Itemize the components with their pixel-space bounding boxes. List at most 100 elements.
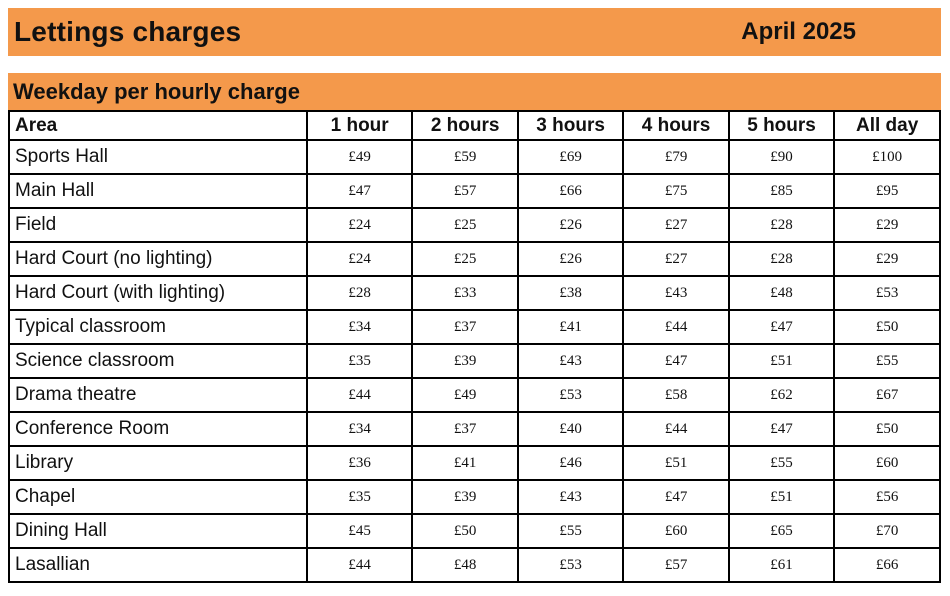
price-cell: £41 — [516, 309, 625, 345]
table-row: Main Hall £47 £57 £66 £75 £85 £95 — [8, 173, 941, 209]
table-row: Conference Room £34 £37 £40 £44 £47 £50 — [8, 411, 941, 447]
price-cell: £49 — [305, 139, 414, 175]
price-cell: £56 — [833, 479, 941, 515]
area-cell: Dining Hall — [8, 513, 308, 549]
price-cell: £95 — [833, 173, 941, 209]
price-cell: £40 — [516, 411, 625, 447]
price-cell: £47 — [622, 343, 730, 379]
table-row: Sports Hall £49 £59 £69 £79 £90 £100 — [8, 139, 941, 175]
price-cell: £51 — [727, 479, 836, 515]
price-cell: £44 — [305, 547, 414, 583]
price-cell: £33 — [411, 275, 519, 311]
price-cell: £85 — [727, 173, 836, 209]
price-cell: £55 — [833, 343, 941, 379]
area-cell: Main Hall — [8, 173, 308, 209]
price-cell: £53 — [516, 547, 625, 583]
price-cell: £48 — [411, 547, 519, 583]
price-cell: £90 — [727, 139, 836, 175]
price-cell: £53 — [516, 377, 625, 413]
table-row: Drama theatre £44 £49 £53 £58 £62 £67 — [8, 377, 941, 413]
price-cell: £66 — [516, 173, 625, 209]
price-cell: £55 — [727, 445, 836, 481]
section-bar: Weekday per hourly charge — [8, 73, 941, 110]
price-cell: £57 — [622, 547, 730, 583]
table-row: Science classroom £35 £39 £43 £47 £51 £55 — [8, 343, 941, 379]
price-cell: £75 — [622, 173, 730, 209]
price-cell: £47 — [727, 411, 836, 447]
price-cell: £27 — [622, 241, 730, 277]
column-header: 5 hours — [727, 110, 836, 141]
price-cell: £24 — [305, 207, 414, 243]
price-cell: £35 — [305, 479, 414, 515]
charges-table: Area 1 hour 2 hours 3 hours 4 hours 5 hours Al… — [8, 110, 941, 583]
price-cell: £50 — [833, 309, 941, 345]
page-title: Lettings charges — [14, 16, 242, 47]
price-cell: £28 — [305, 275, 414, 311]
charges-table-body: Sports Hall £49 £59 £69 £79 £90 £100 Main Hall £… — [8, 139, 941, 583]
lettings-charges-page: Lettings charges April 2025 Weekday per … — [8, 8, 941, 583]
table-row: Hard Court (no lighting) £24 £25 £26 £27 £28 £… — [8, 241, 941, 277]
price-cell: £29 — [833, 241, 941, 277]
price-cell: £39 — [411, 479, 519, 515]
price-cell: £44 — [305, 377, 414, 413]
table-row: Hard Court (with lighting) £28 £33 £38 £43 £4… — [8, 275, 941, 311]
area-cell: Drama theatre — [8, 377, 308, 413]
price-cell: £79 — [622, 139, 730, 175]
price-cell: £47 — [305, 173, 414, 209]
price-cell: £67 — [833, 377, 941, 413]
price-cell: £46 — [516, 445, 625, 481]
price-cell: £61 — [727, 547, 836, 583]
table-row: Lasallian £44 £48 £53 £57 £61 £66 — [8, 547, 941, 583]
table-row: Chapel £35 £39 £43 £47 £51 £56 — [8, 479, 941, 515]
price-cell: £45 — [305, 513, 414, 549]
price-cell: £29 — [833, 207, 941, 243]
price-cell: £43 — [622, 275, 730, 311]
price-cell: £44 — [622, 309, 730, 345]
price-cell: £47 — [622, 479, 730, 515]
table-row: Typical classroom £34 £37 £41 £44 £47 £50 — [8, 309, 941, 345]
price-cell: £43 — [516, 343, 625, 379]
price-cell: £59 — [411, 139, 519, 175]
column-header: 4 hours — [622, 110, 730, 141]
price-cell: £35 — [305, 343, 414, 379]
title-bar: Lettings charges April 2025 — [8, 8, 941, 56]
price-cell: £50 — [833, 411, 941, 447]
column-header: 1 hour — [305, 110, 414, 141]
price-cell: £34 — [305, 411, 414, 447]
price-cell: £28 — [727, 207, 836, 243]
price-cell: £39 — [411, 343, 519, 379]
column-header: All day — [833, 110, 941, 141]
price-cell: £58 — [622, 377, 730, 413]
price-cell: £57 — [411, 173, 519, 209]
price-cell: £27 — [622, 207, 730, 243]
section-title: Weekday per hourly charge — [13, 78, 300, 104]
price-cell: £49 — [411, 377, 519, 413]
area-cell: Science classroom — [8, 343, 308, 379]
price-cell: £26 — [516, 241, 625, 277]
column-header: 2 hours — [411, 110, 519, 141]
column-header-area: Area — [8, 110, 308, 141]
area-cell: Lasallian — [8, 547, 308, 583]
price-cell: £24 — [305, 241, 414, 277]
price-cell: £65 — [727, 513, 836, 549]
price-cell: £26 — [516, 207, 625, 243]
price-cell: £53 — [833, 275, 941, 311]
table-header-row: Area 1 hour 2 hours 3 hours 4 hours 5 hours Al… — [8, 110, 941, 141]
price-cell: £28 — [727, 241, 836, 277]
price-cell: £43 — [516, 479, 625, 515]
area-cell: Typical classroom — [8, 309, 308, 345]
date-label: April 2025 — [741, 18, 856, 45]
price-cell: £60 — [833, 445, 941, 481]
price-cell: £47 — [727, 309, 836, 345]
price-cell: £69 — [516, 139, 625, 175]
price-cell: £66 — [833, 547, 941, 583]
area-cell: Hard Court (no lighting) — [8, 241, 308, 277]
price-cell: £60 — [622, 513, 730, 549]
price-cell: £62 — [727, 377, 836, 413]
area-cell: Sports Hall — [8, 139, 308, 175]
spacer — [8, 56, 941, 73]
price-cell: £25 — [411, 241, 519, 277]
price-cell: £70 — [833, 513, 941, 549]
price-cell: £25 — [411, 207, 519, 243]
table-row: Library £36 £41 £46 £51 £55 £60 — [8, 445, 941, 481]
